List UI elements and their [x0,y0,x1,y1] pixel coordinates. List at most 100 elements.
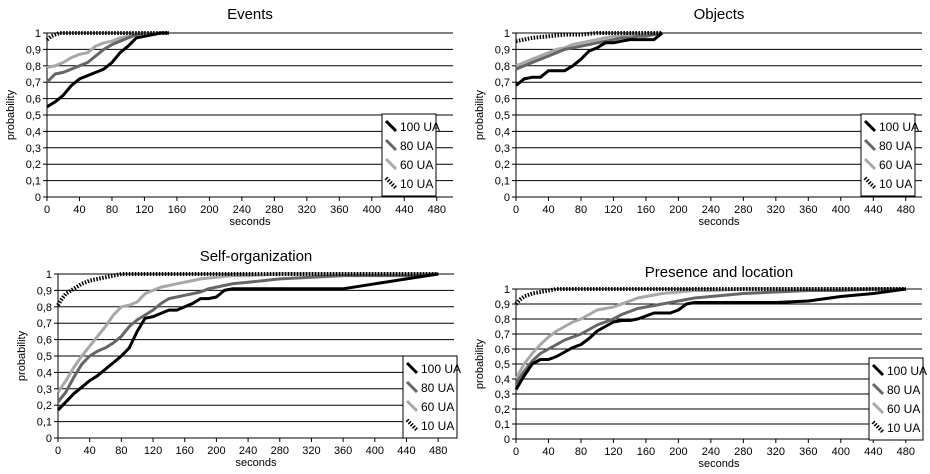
x-tick-label: 280 [734,204,752,216]
legend-swatch [384,119,398,133]
x-tick-label: 80 [575,446,587,458]
legend-label: 10 UA [400,177,433,191]
y-tick-label: 0,5 [26,110,41,122]
x-tick-label: 80 [115,445,127,457]
y-tick-label: 0,6 [495,344,510,356]
x-tick-label: 320 [767,204,785,216]
legend-swatch [871,401,885,415]
x-tick-label: 320 [767,446,785,458]
series-line [46,31,137,69]
y-tick-label: 0,4 [495,126,510,138]
x-tick-label: 320 [298,204,316,216]
y-tick-label: 0,2 [37,400,52,412]
legend-label: 60 UA [421,400,454,414]
x-tick-label: 240 [702,204,720,216]
x-tick-label: 240 [702,446,720,458]
y-tick-label: 0 [504,192,510,204]
series-line [514,287,907,391]
x-tick-label: 400 [366,445,384,457]
y-tick-label: 1 [35,28,41,40]
y-tick-label: 0,9 [37,285,52,297]
legend: 100 UA 80 UA 60 UA 10 UA [381,113,440,197]
x-tick-label: 440 [397,445,415,457]
legend-label: 80 UA [879,139,912,153]
x-tick-label: 200 [207,445,225,457]
legend-swatch [871,363,885,377]
legend-swatch [384,176,398,190]
y-tick-label: 0,7 [26,77,41,89]
series-line [56,272,439,412]
x-tick-label: 200 [669,204,687,216]
y-tick-label: 0,5 [495,359,510,371]
y-tick-label: 0,1 [495,419,510,431]
legend-label: 60 UA [400,158,433,172]
legend-label: 80 UA [400,139,433,153]
legend-swatch [863,138,877,152]
legend-swatch [863,176,877,190]
chart-panel: Self-organization 0 0,1 0,2 0,3 0,4 0,5 0,6 0,7 0… [16,248,461,469]
y-axis-label: probability [474,338,486,389]
series-line [515,31,663,71]
y-tick-label: 0,2 [495,159,510,171]
x-tick-label: 80 [575,204,587,216]
x-tick-label: 0 [513,204,519,216]
chart-title: Objects [694,6,745,23]
x-tick-label: 440 [864,204,882,216]
x-tick-label: 400 [832,204,850,216]
x-tick-label: 400 [363,204,381,216]
series-line [46,31,169,109]
y-tick-label: 1 [46,269,52,281]
legend-swatch [863,119,877,133]
y-tick-label: 0,4 [26,126,41,138]
x-tick-label: 480 [897,446,915,458]
y-tick-label: 0,1 [37,417,52,429]
y-tick-label: 0,1 [495,176,510,188]
x-tick-label: 40 [542,204,554,216]
y-axis-label: probability [474,89,486,140]
x-tick-label: 0 [55,445,61,457]
legend-label: 80 UA [887,383,920,397]
chart-title: Presence and location [645,264,793,281]
legend-swatch [871,420,885,434]
legend-swatch [384,157,398,171]
x-tick-label: 400 [832,446,850,458]
y-tick-label: 0,2 [495,404,510,416]
y-tick-label: 0,7 [495,329,510,341]
legend-swatch [384,138,398,152]
series-line [56,272,439,393]
y-tick-label: 0,3 [495,143,510,155]
x-tick-label: 160 [637,446,655,458]
y-tick-label: 0,3 [37,384,52,396]
x-tick-label: 440 [395,204,413,216]
y-tick-label: 0,6 [495,94,510,106]
x-axis-label: seconds [699,216,740,228]
x-tick-label: 0 [513,446,519,458]
y-tick-label: 0,5 [495,110,510,122]
legend: 100 UA 80 UA 60 UA 10 UA [402,355,461,439]
legend-swatch [405,361,419,375]
legend-swatch [871,382,885,396]
legend-label: 100 UA [400,120,440,134]
x-tick-label: 480 [428,204,446,216]
y-tick-label: 0,8 [37,302,52,314]
x-tick-label: 280 [265,204,283,216]
y-tick-label: 0,4 [37,367,52,379]
x-tick-label: 40 [84,445,96,457]
y-tick-label: 0,8 [495,314,510,326]
series-line [514,287,906,385]
series-line [56,272,439,403]
y-tick-label: 0,3 [26,143,41,155]
x-tick-label: 360 [334,445,352,457]
chart-panel: Objects 0 0,1 0,2 0,3 0,4 0,5 0,6 0,7 0,8 0,9 1 0 40 8… [474,6,922,228]
x-axis-label: seconds [236,457,277,469]
x-tick-label: 120 [604,204,622,216]
legend: 100 UA 80 UA 60 UA 10 UA [860,113,919,197]
y-tick-label: 0,4 [495,374,510,386]
x-tick-label: 40 [542,446,554,458]
x-axis-label: seconds [230,216,271,228]
y-tick-label: 0,9 [495,299,510,311]
x-tick-label: 360 [799,446,817,458]
x-tick-label: 240 [239,445,257,457]
legend-label: 80 UA [421,381,454,395]
